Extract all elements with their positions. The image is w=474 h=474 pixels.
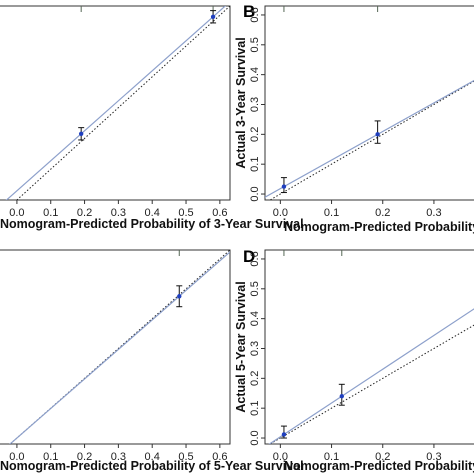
panel-b-frame [264, 5, 474, 201]
panel-a-x-tick-label: 0.4 [145, 207, 160, 219]
panel-d-x-tick-label: 0.2 [375, 451, 390, 463]
panel-b-y-tick-label: 0.1 [249, 157, 261, 172]
panel-c-x-axis-label: Nomogram-Predicted Probability of 5-Year… [0, 459, 304, 473]
panel-b-y-tick-label: 0.3 [249, 97, 261, 112]
panel-a-calibration-point [210, 14, 216, 19]
panel-b-calibration-point [281, 184, 287, 189]
panel-c-calibration-plot: 0.0 0.1 0.2 0.3 0.4 0.5 0.6 Nomogram-Predicted… [0, 249, 304, 473]
panel-b-x-tick-label: 0.3 [426, 207, 441, 219]
panel-d-calibration-plot: D 0.0 0.1 0.2 0.3 0.0 0.1 0.2 0.3 0.4 0.5 0.6 Nom… [234, 247, 474, 473]
panel-b-x-tick-label: 0.2 [375, 207, 390, 219]
panel-a-calibration-plot: 0.0 0.1 0.2 0.3 0.4 0.5 0.6 Nomogram-Predicted… [0, 5, 304, 231]
panel-b-x-tick-label: 0.0 [273, 207, 288, 219]
panel-a-x-tick-label: 0.5 [178, 207, 193, 219]
panel-a-calibration-point [78, 131, 84, 136]
panel-b-y-tick-label: 0.2 [249, 127, 261, 142]
panel-d-y-tick-label: 0.5 [249, 281, 261, 296]
panel-a-frame [0, 5, 231, 201]
panel-a-ideal-line [16, 6, 230, 200]
panel-b-y-tick-label: 0.4 [249, 67, 261, 82]
panel-c-x-tick-label: 0.5 [178, 451, 193, 463]
panel-d-calibration-point [281, 432, 287, 437]
panel-d-calibration-point [339, 394, 344, 399]
panel-d-y-tick-label: 0.0 [249, 430, 261, 445]
panel-a-x-tick-label: 0.6 [212, 207, 227, 219]
panel-d-x-tick-label: 0.3 [426, 451, 441, 463]
panel-c-x-tick-label: 0.4 [145, 451, 160, 463]
panel-b-letter: B [243, 2, 255, 21]
panel-c-calibration-point [177, 294, 182, 299]
panel-b-calibration-point [375, 132, 380, 137]
panel-a-x-tick-label: 0.2 [77, 207, 92, 219]
panel-c-frame [0, 249, 231, 445]
panel-b-y-tick-label: 0.0 [249, 186, 261, 201]
panel-a-x-tick-label: 0.0 [9, 207, 24, 219]
panel-a-apparent-line [5, 6, 227, 200]
panel-a-x-tick-label: 0.1 [43, 207, 58, 219]
panel-b-y-axis-label: Actual 3-Year Survival [234, 37, 248, 168]
panel-b-y-tick-label: 0.5 [249, 37, 261, 52]
panel-b-calibration-plot: B 0.0 0.1 0.2 0.3 0.0 0.1 0.2 0.3 0.4 0.5 0.6 Nom… [234, 2, 474, 234]
panel-d-y-axis-label: Actual 5-Year Survival [234, 281, 248, 412]
panel-c-x-tick-label: 0.2 [77, 451, 92, 463]
panel-d-y-tick-label: 0.4 [249, 311, 261, 326]
panel-d-y-tick-label: 0.1 [249, 401, 261, 416]
panel-d-y-tick-label: 0.6 [249, 251, 261, 266]
panel-d-apparent-line [268, 308, 474, 444]
panel-d-x-tick-label: 0.1 [324, 451, 339, 463]
panel-a-x-axis-label: Nomogram-Predicted Probability of 3-Year… [0, 217, 304, 231]
panel-b-x-axis-label: Nomogram-Predicted Probability [284, 220, 474, 234]
panel-d-x-tick-label: 0.0 [273, 451, 288, 463]
panel-c-x-tick-label: 0.0 [9, 451, 24, 463]
panel-d-letter: D [243, 247, 255, 266]
panel-b-y-tick-label: 0.6 [249, 7, 261, 22]
panel-c-apparent-line [9, 251, 230, 444]
panel-a-x-tick-label: 0.3 [111, 207, 126, 219]
panel-b-x-tick-label: 0.1 [324, 207, 339, 219]
panel-c-x-tick-label: 0.6 [212, 451, 227, 463]
panel-d-y-tick-label: 0.3 [249, 341, 261, 356]
panel-d-frame [264, 249, 474, 445]
panel-c-x-tick-label: 0.3 [111, 451, 126, 463]
panel-b-apparent-line [265, 79, 474, 198]
panel-d-y-tick-label: 0.2 [249, 371, 261, 386]
panel-c-x-tick-label: 0.1 [43, 451, 58, 463]
panel-d-x-axis-label: Nomogram-Predicted Probability [284, 459, 474, 473]
